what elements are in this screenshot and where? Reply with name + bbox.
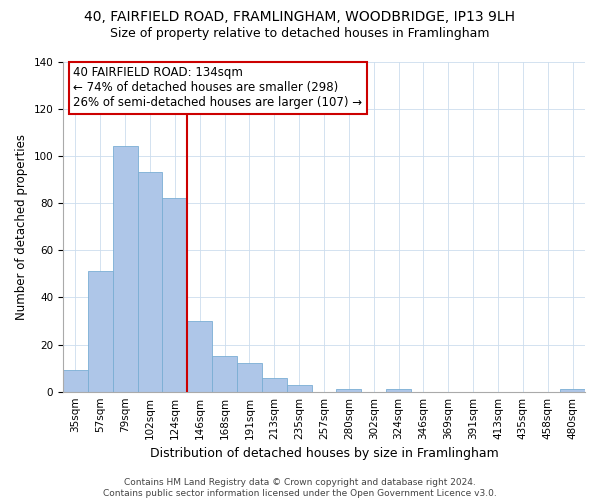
Bar	[337, 390, 361, 392]
Bar	[163, 198, 187, 392]
Text: Contains HM Land Registry data © Crown copyright and database right 2024.
Contai: Contains HM Land Registry data © Crown c…	[103, 478, 497, 498]
Bar	[212, 356, 237, 392]
X-axis label: Distribution of detached houses by size in Framlingham: Distribution of detached houses by size …	[149, 447, 499, 460]
Text: 40, FAIRFIELD ROAD, FRAMLINGHAM, WOODBRIDGE, IP13 9LH: 40, FAIRFIELD ROAD, FRAMLINGHAM, WOODBRI…	[85, 10, 515, 24]
Bar	[386, 390, 411, 392]
Bar	[113, 146, 137, 392]
Text: Size of property relative to detached houses in Framlingham: Size of property relative to detached ho…	[110, 28, 490, 40]
Bar	[88, 272, 113, 392]
Bar	[262, 378, 287, 392]
Text: 40 FAIRFIELD ROAD: 134sqm
← 74% of detached houses are smaller (298)
26% of semi: 40 FAIRFIELD ROAD: 134sqm ← 74% of detac…	[73, 66, 362, 110]
Bar	[237, 364, 262, 392]
Bar	[137, 172, 163, 392]
Bar	[187, 321, 212, 392]
Bar	[560, 390, 585, 392]
Bar	[63, 370, 88, 392]
Y-axis label: Number of detached properties: Number of detached properties	[15, 134, 28, 320]
Bar	[287, 384, 311, 392]
